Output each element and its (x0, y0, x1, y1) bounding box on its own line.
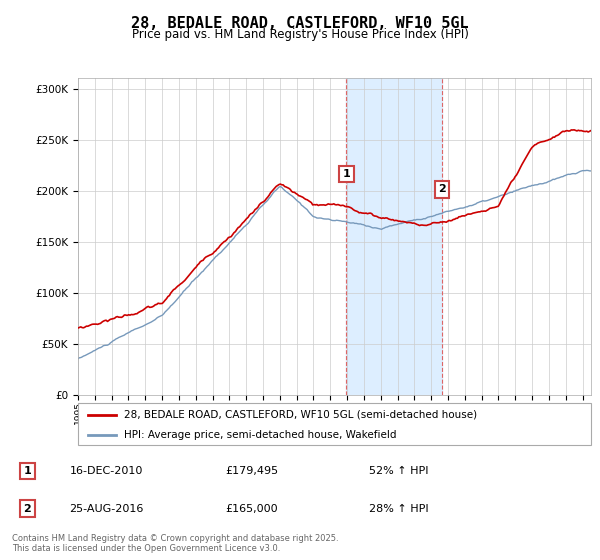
Text: 1: 1 (23, 466, 31, 476)
Text: 2: 2 (23, 504, 31, 514)
Text: 25-AUG-2016: 25-AUG-2016 (70, 504, 144, 514)
Text: Price paid vs. HM Land Registry's House Price Index (HPI): Price paid vs. HM Land Registry's House … (131, 28, 469, 41)
Text: £179,495: £179,495 (225, 466, 278, 476)
Text: 28, BEDALE ROAD, CASTLEFORD, WF10 5GL: 28, BEDALE ROAD, CASTLEFORD, WF10 5GL (131, 16, 469, 31)
Text: HPI: Average price, semi-detached house, Wakefield: HPI: Average price, semi-detached house,… (124, 430, 397, 440)
Text: 28, BEDALE ROAD, CASTLEFORD, WF10 5GL (semi-detached house): 28, BEDALE ROAD, CASTLEFORD, WF10 5GL (s… (124, 410, 477, 420)
Text: Contains HM Land Registry data © Crown copyright and database right 2025.
This d: Contains HM Land Registry data © Crown c… (12, 534, 338, 553)
Text: 52% ↑ HPI: 52% ↑ HPI (369, 466, 428, 476)
Text: 2: 2 (438, 184, 446, 194)
Text: 1: 1 (343, 169, 350, 179)
FancyBboxPatch shape (78, 403, 591, 445)
Text: 16-DEC-2010: 16-DEC-2010 (70, 466, 143, 476)
Bar (346, 78, 442, 395)
Text: £165,000: £165,000 (225, 504, 278, 514)
Text: 28% ↑ HPI: 28% ↑ HPI (369, 504, 429, 514)
